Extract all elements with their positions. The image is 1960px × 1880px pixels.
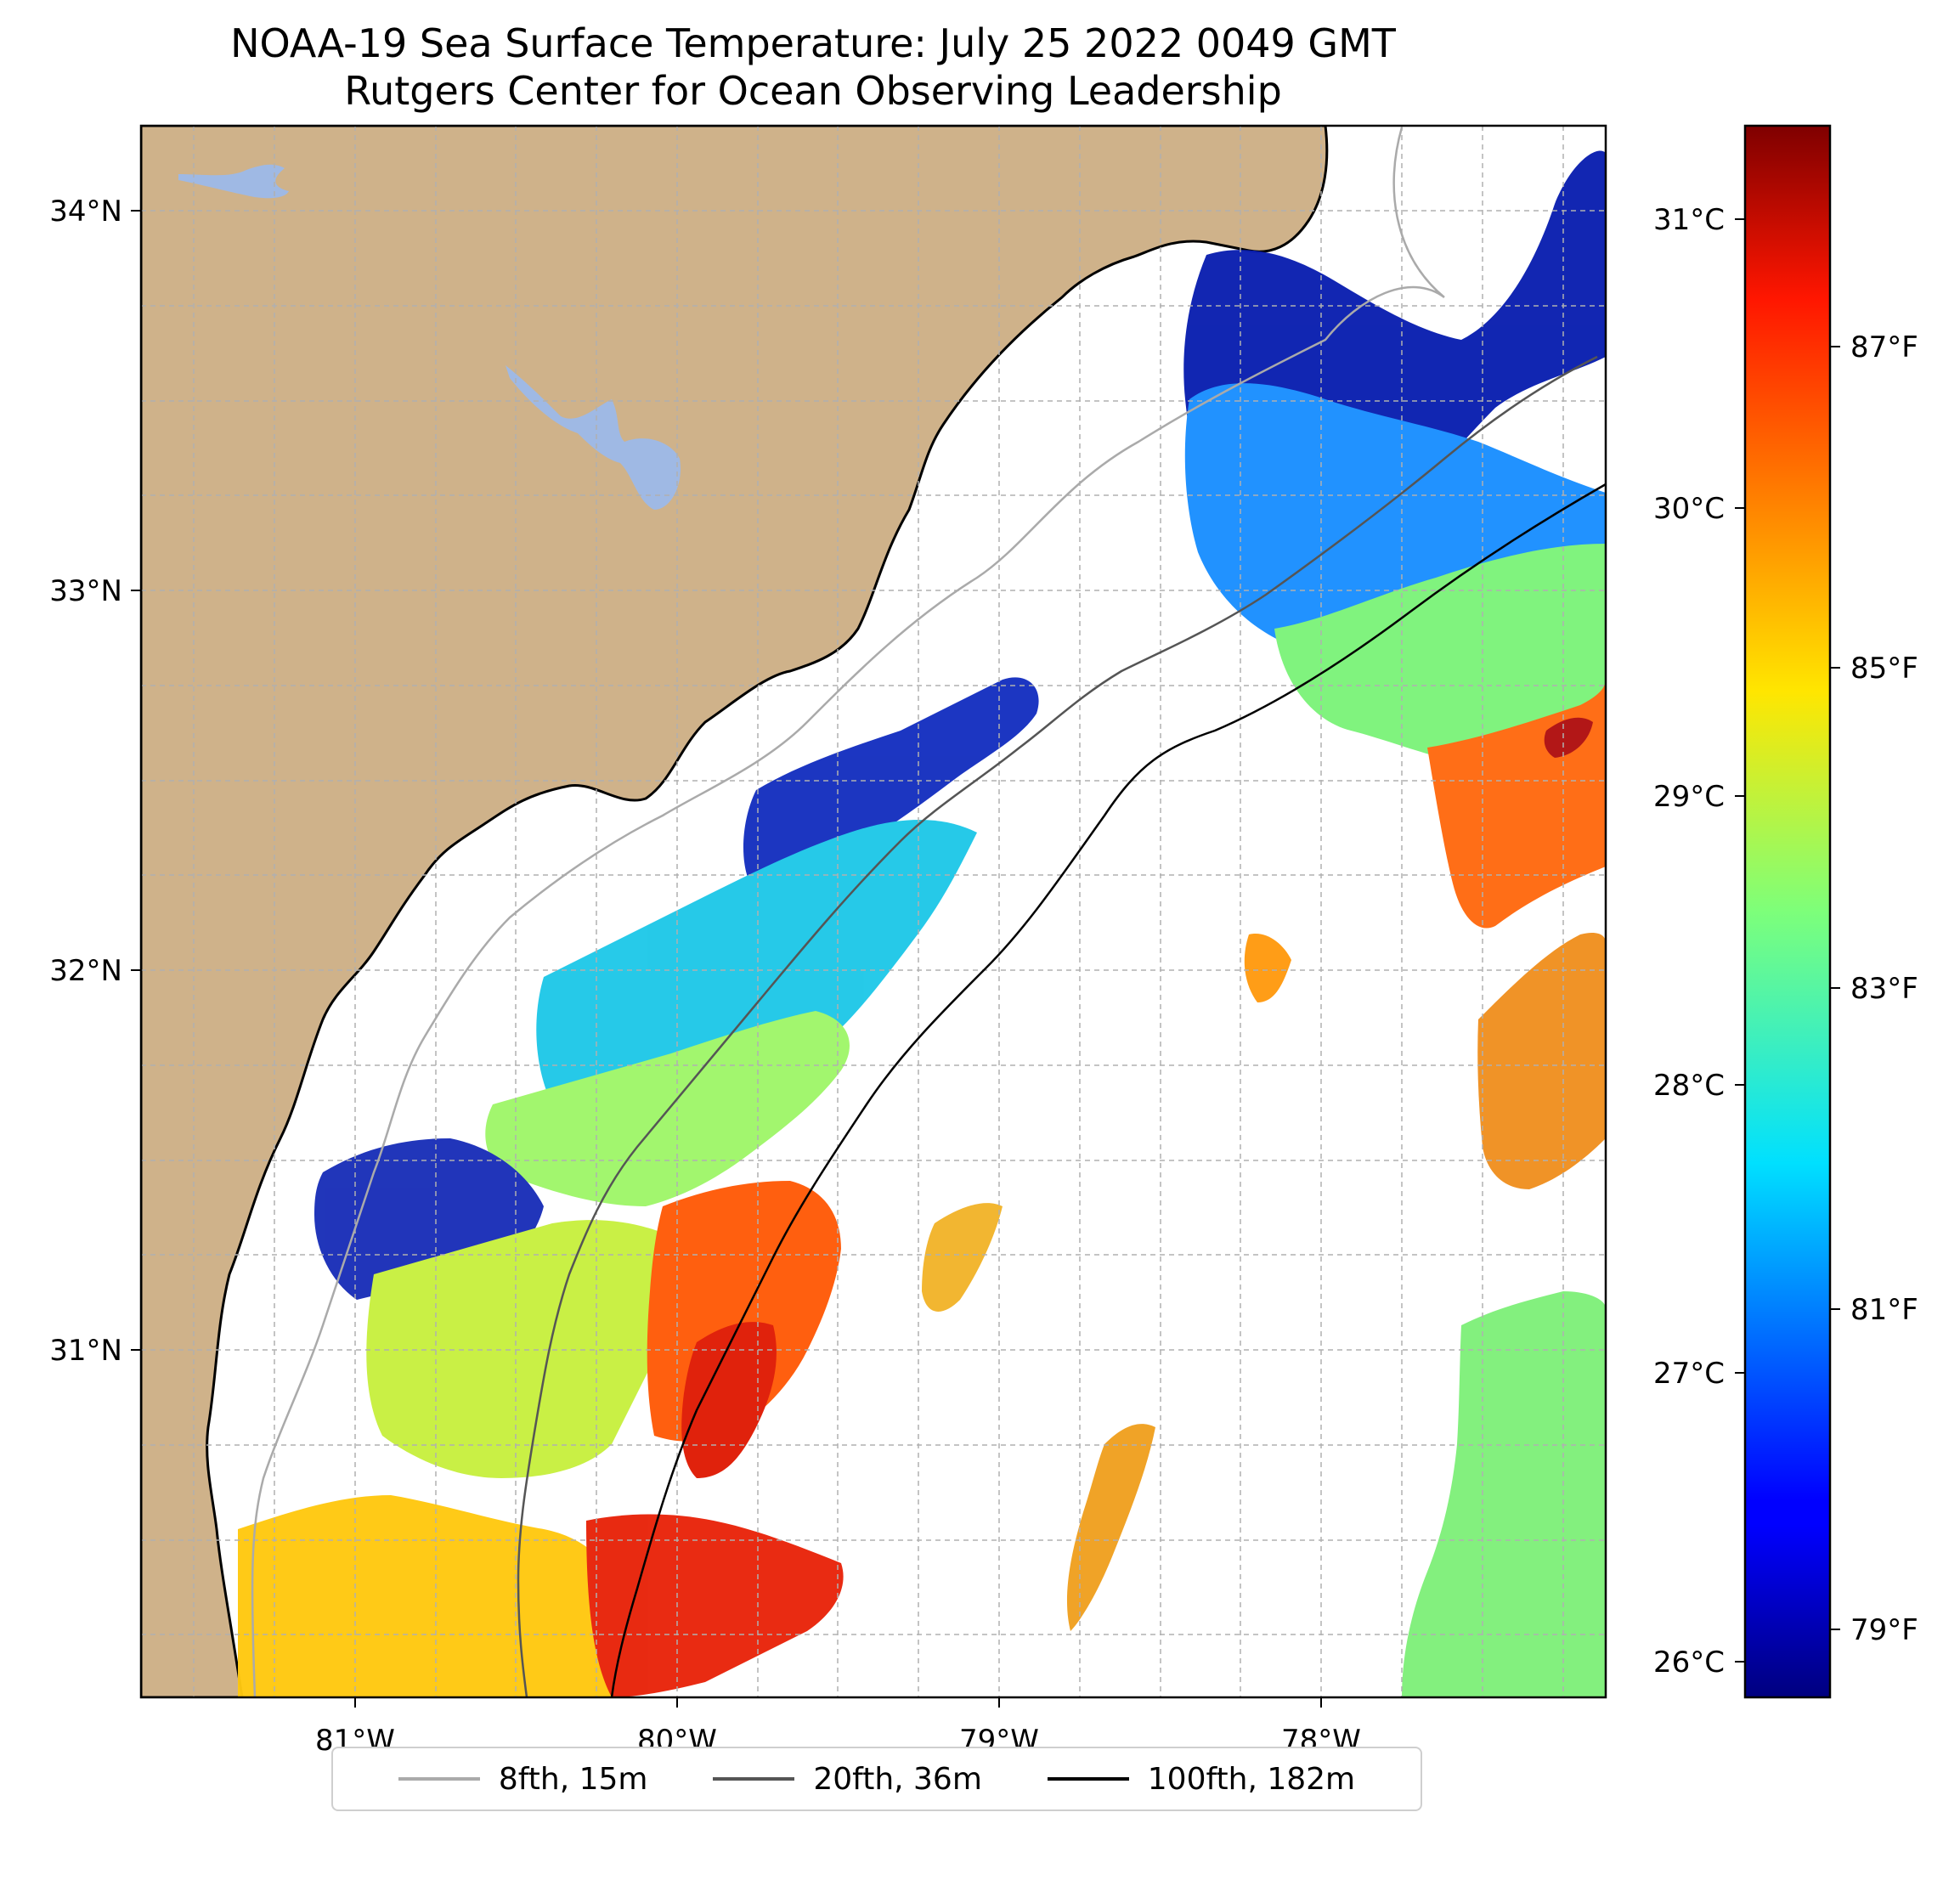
isobath-20fth [517,355,1598,1697]
sst-patch-east-south-green [1402,1291,1606,1697]
lat-label-33n: 33°N [49,574,122,608]
sst-patch-shelf-hot [681,1322,777,1478]
isobath-8fth [251,127,1445,1697]
sst-patch-small-orange-3 [1244,934,1291,1002]
sst-patch-southwest-green [366,1220,683,1478]
lat-label-31n: 31°N [49,1334,122,1368]
cb-fahrenheit-81: 81°F [1850,1293,1918,1327]
colorbar-celsius-ticks [1735,218,1745,1663]
legend-line-dark-gray [713,1777,795,1781]
legend-item-8fth: 8fth, 15m [398,1762,648,1797]
legend-label-20fth: 20fth, 36m [813,1761,982,1797]
cb-fahrenheit-83: 83°F [1850,972,1918,1006]
sst-patch-south-red [586,1514,844,1697]
legend-label-100fth: 100fth, 182m [1147,1761,1356,1797]
sst-patch-small-orange-2 [922,1203,1003,1312]
legend-item-100fth: 100fth, 182m [1047,1761,1356,1797]
cb-celsius-27: 27°C [1653,1357,1725,1391]
cb-celsius-28: 28°C [1653,1069,1725,1103]
land-mass [141,126,1329,1697]
sst-patch-mid-cold [743,677,1039,892]
sst-patch-mid-cool [536,820,977,1104]
cb-celsius-29: 29°C [1653,780,1725,814]
cb-fahrenheit-85: 85°F [1850,652,1918,686]
map-subtitle: Rutgers Center for Ocean Observing Leade… [344,68,1282,114]
map-title: NOAA-19 Sea Surface Temperature: July 25… [230,20,1396,66]
legend-line-black [1047,1777,1129,1781]
legend-line-light-gray [398,1777,480,1781]
lat-label-32n: 32°N [49,954,122,988]
sst-patch-east-green [1274,544,1606,765]
sst-data-field [238,150,1606,1697]
map-area [141,126,1606,1697]
isobath-100fth [610,483,1606,1697]
map-ticks [131,210,1322,1708]
lake-north [178,164,289,199]
gridlines [141,126,1606,1697]
sst-patch-south-yellow [238,1495,622,1697]
map-frame [139,124,1607,1699]
sst-patch-east-mid-orange [1477,933,1606,1189]
lake-marion [506,365,681,510]
sst-patch-mid-green [485,1011,850,1206]
colorbar-fahrenheit-ticks [1830,346,1840,1630]
cb-fahrenheit-79: 79°F [1850,1613,1918,1647]
cb-celsius-26: 26°C [1653,1646,1725,1680]
lat-label-34n: 34°N [49,195,122,229]
isobath-legend: 8fth, 15m 20fth, 36m 100fth, 182m [331,1747,1422,1811]
legend-label-8fth: 8fth, 15m [498,1761,648,1797]
sst-patch-small-orange-1 [1066,1424,1155,1631]
cb-celsius-30: 30°C [1653,492,1725,526]
sst-patch-east-hot [1544,717,1593,758]
cb-fahrenheit-87: 87°F [1850,330,1918,364]
colorbar [1743,124,1832,1699]
legend-item-20fth: 20fth, 36m [713,1762,982,1797]
cb-celsius-31: 31°C [1653,203,1725,237]
